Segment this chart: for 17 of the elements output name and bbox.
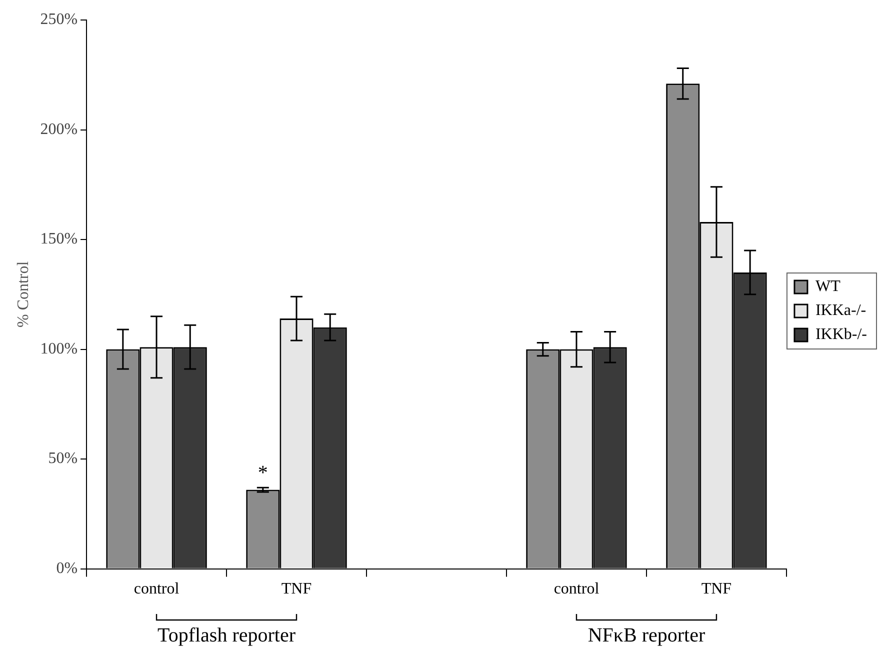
legend-label: WT bbox=[815, 278, 841, 296]
legend-label: IKKb-/- bbox=[815, 326, 868, 344]
text: Topflash reporter bbox=[158, 624, 296, 646]
y-tick-label: 200% bbox=[40, 120, 78, 138]
y-tick-label: 100% bbox=[40, 340, 78, 358]
x-tick-label: TNF bbox=[701, 580, 732, 598]
annotation: * bbox=[258, 462, 268, 484]
x-tick-label: TNF bbox=[281, 580, 312, 598]
x-tick-label: control bbox=[134, 580, 180, 598]
y-tick-label: 150% bbox=[40, 230, 78, 248]
legend-label: IKKa-/- bbox=[815, 302, 866, 320]
y-axis-title: % Control bbox=[14, 260, 32, 328]
text: NFκB reporter bbox=[588, 624, 706, 646]
x-tick-label: control bbox=[554, 580, 600, 598]
y-tick-label: 0% bbox=[56, 560, 78, 578]
y-tick-label: 250% bbox=[40, 11, 78, 28]
y-tick-label: 50% bbox=[48, 450, 78, 468]
